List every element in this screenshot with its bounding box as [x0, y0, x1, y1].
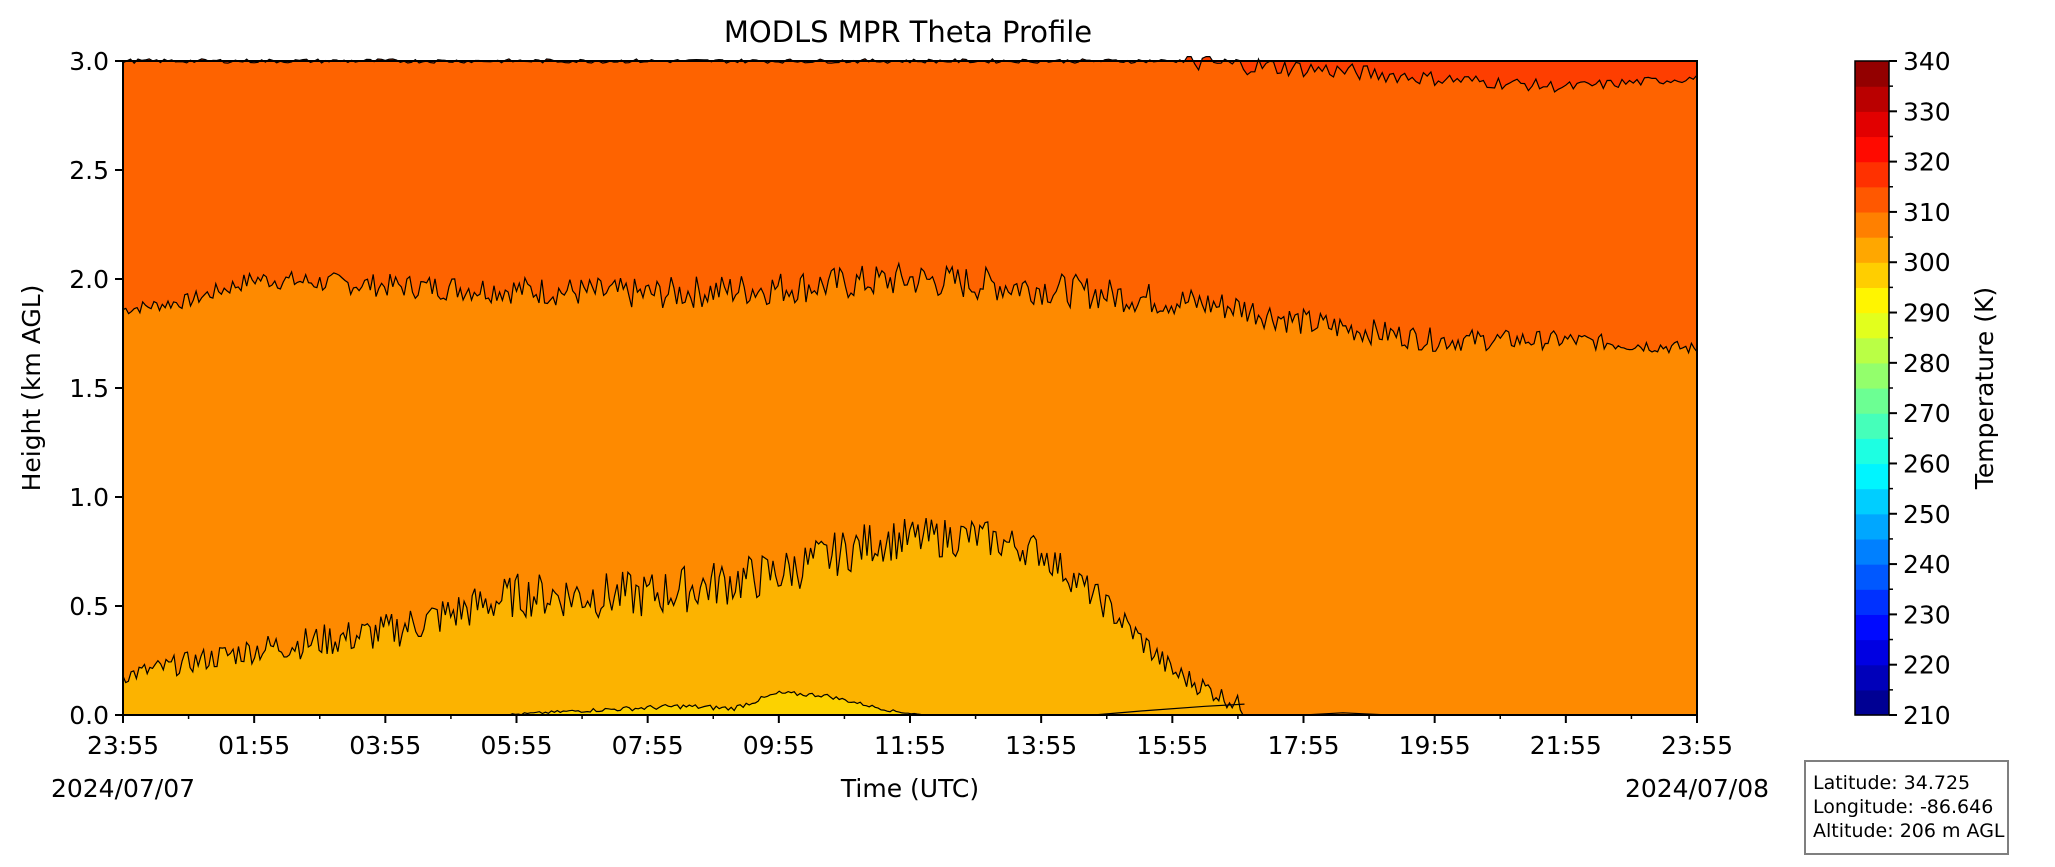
colorbar-segment: [1855, 186, 1889, 213]
colorbar-segment: [1855, 337, 1889, 364]
colorbar-tick-label: 330: [1903, 97, 1951, 126]
colorbar: 210 220 230 240 250 260 270 280 290 300 310 320 330 3…: [1854, 47, 1951, 730]
location-info-box: Latitude: 34.725 Longitude: -86.646 Alti…: [1804, 760, 2009, 855]
altitude-text: Altitude: 206 m AGL: [1813, 820, 2005, 842]
colorbar-tick-label: 260: [1903, 449, 1951, 478]
colorbar-segment: [1855, 362, 1889, 389]
colorbar-segment: [1855, 312, 1889, 339]
longitude-text: Longitude: -86.646: [1813, 796, 1994, 818]
colorbar-tick-label: 230: [1903, 600, 1951, 629]
x-tick-label: 23:55: [1661, 731, 1733, 760]
y-tick-label: 2.5: [69, 156, 109, 185]
y-axis: 0.0 0.5 1.0 1.5 2.0 2.5 3.0: [69, 47, 123, 730]
colorbar-segment: [1855, 161, 1889, 188]
x-end-date: 2024/07/08: [1625, 774, 1769, 803]
x-tick-label: 09:55: [743, 731, 815, 760]
x-axis: 23:55 01:55 03:55 05:55 07:55 09:55 11:55 13:55…: [87, 715, 1733, 760]
colorbar-segment: [1855, 237, 1889, 263]
y-tick-label: 0.0: [69, 701, 109, 730]
colorbar-segment: [1855, 538, 1889, 565]
colorbar-segment: [1855, 262, 1889, 288]
colorbar-tick-label: 270: [1903, 399, 1951, 428]
colorbar-tick-label: 280: [1903, 349, 1951, 378]
y-tick-label: 2.0: [69, 265, 109, 294]
colorbar-tick-label: 290: [1903, 299, 1951, 328]
plot-area: [122, 56, 1698, 716]
x-start-date: 2024/07/07: [51, 774, 195, 803]
colorbar-tick-label: 310: [1903, 198, 1951, 227]
x-tick-label: 01:55: [218, 731, 290, 760]
x-axis-label: Time (UTC): [840, 774, 979, 803]
x-tick-label: 15:55: [1136, 731, 1208, 760]
colorbar-segment: [1855, 564, 1889, 590]
x-tick-label: 17:55: [1267, 731, 1339, 760]
x-tick-label: 05:55: [480, 731, 552, 760]
colorbar-segment: [1855, 664, 1889, 691]
colorbar-segment: [1855, 438, 1889, 465]
colorbar-tick-label: 250: [1903, 500, 1951, 529]
colorbar-segment: [1855, 689, 1889, 716]
y-axis-label: Height (km AGL): [17, 285, 46, 492]
x-tick-label: 13:55: [1005, 731, 1077, 760]
x-tick-label: 11:55: [874, 731, 946, 760]
colorbar-segment: [1855, 513, 1889, 540]
colorbar-tick-label: 220: [1903, 651, 1951, 680]
latitude-text: Latitude: 34.725: [1813, 772, 1971, 794]
colorbar-segment: [1855, 388, 1889, 414]
colorbar-segment: [1855, 61, 1889, 87]
colorbar-segment: [1855, 136, 1889, 163]
y-tick-label: 1.5: [69, 374, 109, 403]
colorbar-tick-label: 300: [1903, 248, 1951, 277]
colorbar-segment: [1855, 639, 1889, 666]
colorbar-segment: [1855, 86, 1889, 112]
colorbar-tick-label: 240: [1903, 550, 1951, 579]
chart-title: MODLS MPR Theta Profile: [724, 15, 1092, 49]
x-tick-label: 03:55: [349, 731, 421, 760]
x-tick-label: 19:55: [1399, 731, 1471, 760]
colorbar-segment: [1855, 111, 1889, 138]
contour-300-line: [503, 690, 924, 716]
contour-310-line: [122, 261, 1698, 355]
region-300-305: [123, 518, 1252, 715]
colorbar-tick-label: 210: [1903, 701, 1951, 730]
colorbar-segment: [1855, 287, 1889, 314]
colorbar-segment: [1855, 413, 1889, 439]
contour-305-line: [122, 518, 1251, 716]
y-tick-label: 3.0: [69, 47, 109, 76]
colorbar-label: Temperature (K): [1970, 287, 1999, 490]
region-315-320: [123, 56, 1697, 92]
y-tick-label: 0.5: [69, 592, 109, 621]
x-tick-label: 23:55: [87, 731, 159, 760]
colorbar-tick-label: 340: [1903, 47, 1951, 76]
colorbar-segment: [1855, 488, 1889, 515]
colorbar-tick-label: 320: [1903, 148, 1951, 177]
contour-300-small-line: [1093, 703, 1245, 716]
colorbar-segment: [1855, 211, 1889, 238]
x-tick-label: 07:55: [612, 731, 684, 760]
colorbar-segment: [1855, 463, 1889, 490]
x-tick-label: 21:55: [1530, 731, 1602, 760]
colorbar-segment: [1855, 589, 1889, 615]
y-tick-label: 1.0: [69, 483, 109, 512]
colorbar-segment: [1855, 614, 1889, 641]
